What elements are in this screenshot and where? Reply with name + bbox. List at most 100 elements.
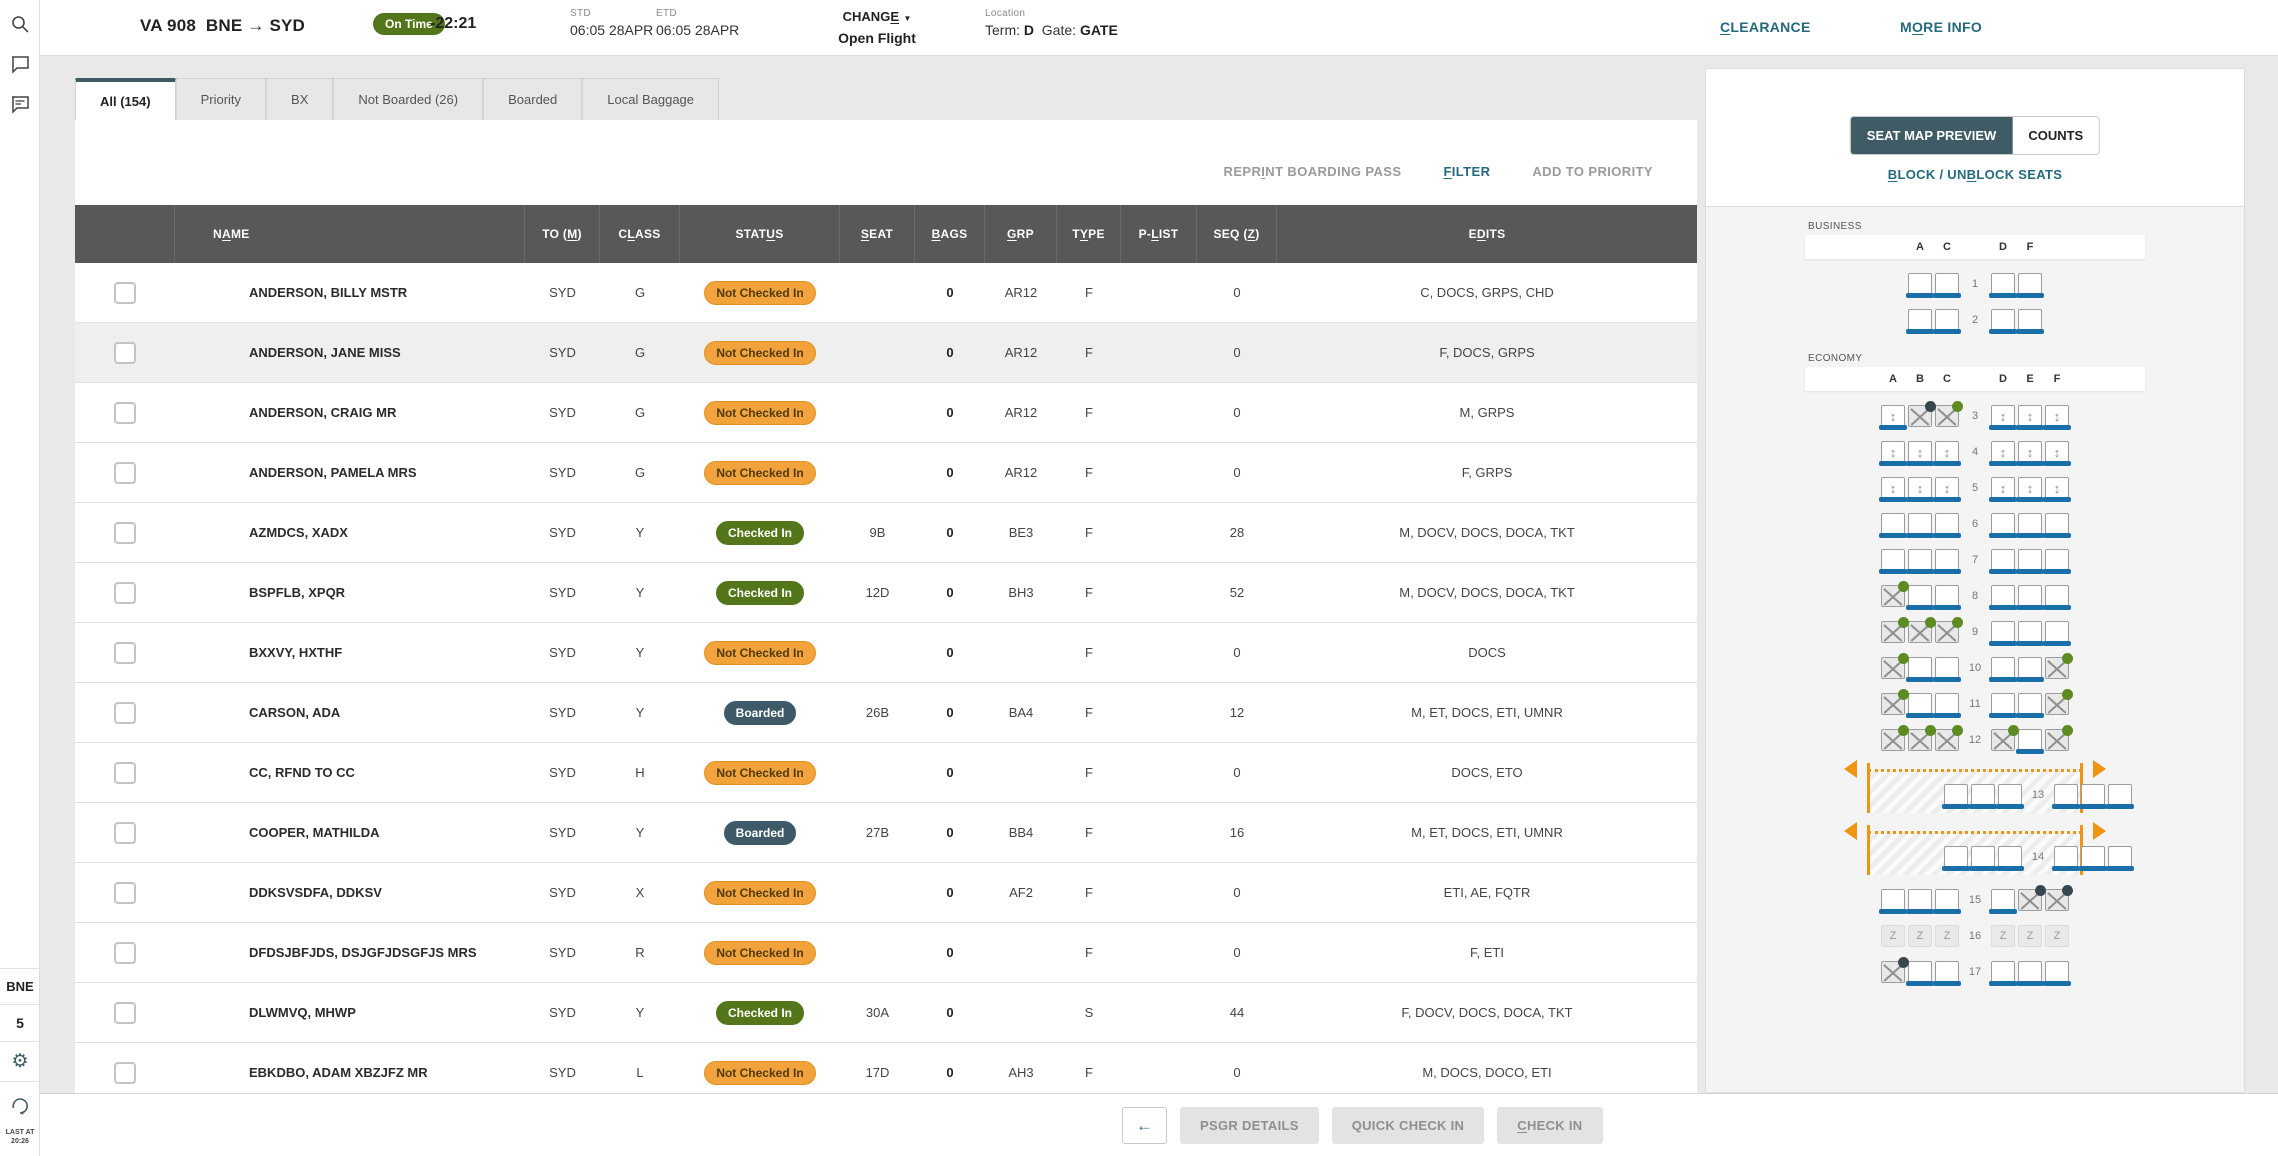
seat-12D[interactable] — [1991, 725, 2019, 751]
tab-local-baggage[interactable]: Local Baggage — [582, 78, 720, 120]
seat-4E[interactable] — [2016, 441, 2044, 466]
tab-all-154[interactable]: All (154) — [75, 78, 176, 120]
seat-15E[interactable] — [2018, 885, 2046, 911]
seat-2F[interactable] — [2016, 309, 2044, 334]
seat-13B[interactable] — [1969, 784, 1997, 809]
seat-13A[interactable] — [1942, 784, 1970, 809]
seat-3E[interactable] — [2016, 405, 2044, 430]
seat-17C[interactable] — [1933, 961, 1961, 986]
seat-1C[interactable] — [1933, 273, 1961, 298]
search-icon[interactable] — [0, 4, 40, 44]
settings-gear-icon[interactable]: ⚙ — [11, 1051, 29, 1072]
seat-6C[interactable] — [1933, 513, 1961, 538]
seat-12F[interactable] — [2045, 725, 2073, 751]
seat-11C[interactable] — [1933, 693, 1961, 718]
row-checkbox[interactable] — [114, 281, 136, 304]
seat-13E[interactable] — [2079, 784, 2107, 809]
tab-not-boarded-26[interactable]: Not Boarded (26) — [333, 78, 484, 120]
row-checkbox[interactable] — [114, 941, 136, 964]
seat-14D[interactable] — [2052, 846, 2080, 871]
passenger-row[interactable]: ANDERSON, JANE MISS SYD G Not Checked In 0 AR… — [75, 323, 1697, 383]
back-button[interactable]: ← — [1122, 1107, 1167, 1144]
quick-check-in-button[interactable]: QUICK CHECK IN — [1331, 1107, 1485, 1144]
row-checkbox[interactable] — [114, 461, 136, 484]
seat-5B[interactable] — [1906, 477, 1934, 502]
clearance-button[interactable]: CLEARANCE — [1720, 19, 1811, 35]
seat-15C[interactable] — [1933, 889, 1961, 914]
seat-5D[interactable] — [1989, 477, 2017, 502]
seat-14B[interactable] — [1969, 846, 1997, 871]
seat-6E[interactable] — [2016, 513, 2044, 538]
seat-3B[interactable] — [1908, 401, 1936, 427]
change-menu[interactable]: CHANGE ▼ Open Flight — [812, 8, 942, 46]
seat-15B[interactable] — [1906, 889, 1934, 914]
column-header-edits[interactable]: E D ITS — [1468, 227, 1506, 241]
passenger-row[interactable]: CC, RFND TO CC SYD H Not Checked In 0 F 0 DOCS,… — [75, 743, 1697, 803]
seat-14C[interactable] — [1996, 846, 2024, 871]
row-checkbox[interactable] — [114, 1061, 136, 1084]
row-checkbox[interactable] — [114, 881, 136, 904]
passenger-row[interactable]: BSPFLB, XPQR SYD Y Checked In 12D 0 BH3 F 52 M, D… — [75, 563, 1697, 623]
seat-1A[interactable] — [1906, 273, 1934, 298]
seat-9D[interactable] — [1989, 621, 2017, 646]
seat-2A[interactable] — [1906, 309, 1934, 334]
seat-7C[interactable] — [1933, 549, 1961, 574]
seat-10A[interactable] — [1881, 653, 1909, 679]
seat-11E[interactable] — [2016, 693, 2044, 718]
seat-5A[interactable] — [1879, 477, 1907, 502]
seat-6A[interactable] — [1879, 513, 1907, 538]
passenger-row[interactable]: AZMDCS, XADX SYD Y Checked In 9B 0 BE3 F 28 M, DO… — [75, 503, 1697, 563]
seat-9E[interactable] — [2016, 621, 2044, 646]
column-header-name[interactable]: N A ME — [175, 205, 525, 263]
passenger-row[interactable]: COOPER, MATHILDA SYD Y Boarded 27B 0 BB4 F 16 M, … — [75, 803, 1697, 863]
seat-9B[interactable] — [1908, 617, 1936, 643]
seat-2D[interactable] — [1989, 309, 2017, 334]
seat-12E[interactable] — [2016, 729, 2044, 754]
seat-10B[interactable] — [1906, 657, 1934, 682]
column-header-seat[interactable]: S EAT — [840, 205, 915, 263]
check-in-button[interactable]: C HECK IN — [1497, 1107, 1603, 1144]
seat-17A[interactable] — [1881, 957, 1909, 983]
column-header-bags[interactable]: B AGS — [915, 205, 985, 263]
seat-9F[interactable] — [2043, 621, 2071, 646]
tab-priority[interactable]: Priority — [175, 78, 267, 120]
seat-7B[interactable] — [1906, 549, 1934, 574]
seat-13C[interactable] — [1996, 784, 2024, 809]
row-checkbox[interactable] — [114, 701, 136, 724]
seat-10E[interactable] — [2016, 657, 2044, 682]
seat-8D[interactable] — [1989, 585, 2017, 610]
passenger-row[interactable]: DDKSVSDFA, DDKSV SYD X Not Checked In 0 AF2 F 0… — [75, 863, 1697, 923]
row-checkbox[interactable] — [114, 641, 136, 664]
seat-12B[interactable] — [1908, 725, 1936, 751]
refresh-icon[interactable] — [0, 1086, 40, 1126]
seat-6D[interactable] — [1989, 513, 2017, 538]
seat-6B[interactable] — [1906, 513, 1934, 538]
message-icon[interactable] — [0, 44, 40, 84]
seat-1D[interactable] — [1989, 273, 2017, 298]
tab-seat-map-preview[interactable]: SEAT MAP PREVIEW — [1850, 117, 2013, 154]
boarding-pass-message-icon[interactable] — [0, 84, 40, 124]
passenger-row[interactable]: ANDERSON, BILLY MSTR SYD G Not Checked In 0 A… — [75, 263, 1697, 323]
seat-9C[interactable] — [1935, 617, 1963, 643]
seat-4D[interactable] — [1989, 441, 2017, 466]
seat-11D[interactable] — [1989, 693, 2017, 718]
seat-1F[interactable] — [2016, 273, 2044, 298]
psgr-details-button[interactable]: PSGR DETAILS — [1180, 1107, 1319, 1144]
seat-7D[interactable] — [1989, 549, 2017, 574]
row-checkbox[interactable] — [114, 761, 136, 784]
passenger-row[interactable]: DFDSJBFJDS, DSJGFJDSGFJS MRS SYD R Not Chec… — [75, 923, 1697, 983]
passenger-row[interactable]: BXXVY, HXTHF SYD Y Not Checked In 0 F 0 DOCS — [75, 623, 1697, 683]
seat-8C[interactable] — [1933, 585, 1961, 610]
seat-11B[interactable] — [1906, 693, 1934, 718]
block-unblock-seats-button[interactable]: BLOCK / UNBLOCK SEATS — [1887, 167, 2063, 182]
column-header-class[interactable]: C L ASS — [600, 205, 680, 263]
seat-13D[interactable] — [2052, 784, 2080, 809]
column-header-to-m[interactable]: TO (M) — [525, 205, 600, 263]
row-checkbox[interactable] — [114, 521, 136, 544]
seat-8E[interactable] — [2016, 585, 2044, 610]
more-info-button[interactable]: MORE INFO — [1900, 19, 1983, 35]
reprint-boarding-pass-button[interactable]: REPRINT BOARDING PASS — [1223, 164, 1402, 179]
passenger-row[interactable]: ANDERSON, CRAIG MR SYD G Not Checked In 0 AR1… — [75, 383, 1697, 443]
seat-3D[interactable] — [1989, 405, 2017, 430]
column-header-status[interactable]: STAT U S — [680, 205, 840, 263]
